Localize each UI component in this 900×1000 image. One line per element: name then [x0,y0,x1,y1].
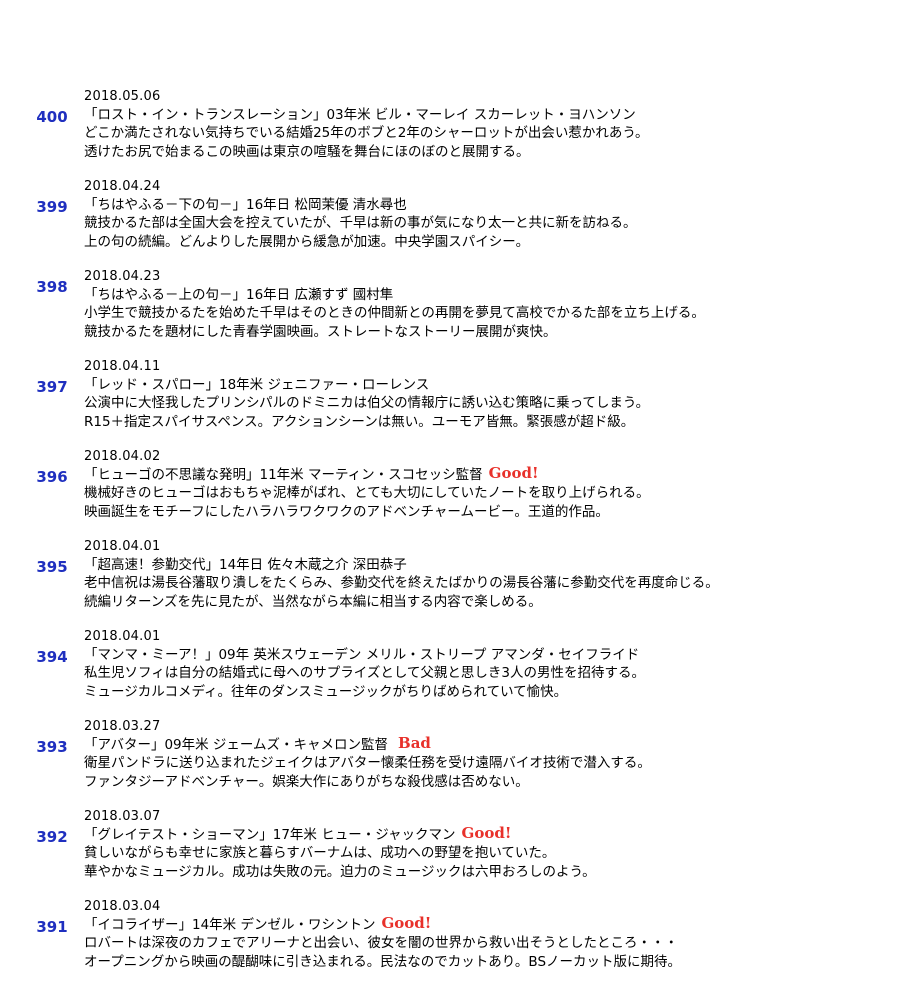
entry-title-line: 「アバター」09年米 ジェームズ・キャメロン監督 Bad [84,734,431,754]
entry-date: 2018.04.02 [84,449,161,464]
entry-number: 399 [36,198,68,216]
entry-title: 「イコライザー」14年米 デンゼル・ワシントン [84,917,376,933]
entry-title: 「マンマ・ミーア！」09年 英米スウェーデン メリル・ストリープ アマンダ・セイ… [84,647,640,663]
review-entry-394: 394 2018.04.01 「マンマ・ミーア！」09年 英米スウェーデン メリ… [0,622,900,700]
entry-synopsis: ロバートは深夜のカフェでアリーナと出会い、彼女を闇の世界から救い出そうとしたとこ… [84,935,678,951]
entry-synopsis: どこか満たされない気持ちでいる結婚25年のボブと2年のシャーロットが出会い惹かれ… [84,125,649,141]
review-entry-400: 400 2018.05.06 「ロスト・イン・トランスレーション」03年米 ビル… [0,82,900,160]
entry-title: 「ちはやふる－上の句－」16年日 広瀬すず 國村隼 [84,287,394,303]
entry-comment: ミュージカルコメディ。往年のダンスミュージックがちりばめられていて愉快。 [84,684,568,700]
entry-title-line: 「ロスト・イン・トランスレーション」03年米 ビル・マーレイ スカーレット・ヨハ… [84,105,642,124]
entry-title-line: 「ちはやふる－上の句－」16年日 広瀬すず 國村隼 [84,285,399,304]
entry-comment: R15＋指定スパイサスペンス。アクションシーンは無い。ユーモア皆無。緊張感が超ド… [84,414,635,430]
entry-comment: 透けたお尻で始まるこの映画は東京の喧騒を舞台にほのぼのと展開する。 [84,144,530,160]
entry-number: 392 [36,828,68,846]
entry-rating: Good! [461,824,512,842]
entry-comment: 上の句の続編。どんよりした展開から緩急が加速。中央学園スパイシー。 [84,234,530,250]
entry-title: 「レッド・スパロー」18年米 ジェニファー・ローレンス [84,377,430,393]
entry-title: 「ちはやふる－下の句－」16年日 松岡茉優 清水尋也 [84,197,407,213]
entry-number: 394 [36,648,68,666]
review-entry-395: 395 2018.04.01 「超高速！参勤交代」14年日 佐々木蔵之介 深田恭… [0,532,900,610]
entry-comment: 競技かるたを題材にした青春学園映画。ストレートなストーリー展開が爽快。 [84,324,557,340]
entry-number: 395 [36,558,68,576]
entry-date: 2018.04.24 [84,179,161,194]
entry-number: 398 [36,278,68,296]
entry-number: 391 [36,918,68,936]
entry-rating: Good! [488,464,539,482]
entry-synopsis: 公演中に大怪我したプリンシパルのドミニカは伯父の情報庁に誘い込む策略に乗ってしま… [84,395,650,411]
entry-title: 「ロスト・イン・トランスレーション」03年米 ビル・マーレイ スカーレット・ヨハ… [84,107,636,123]
entry-number: 396 [36,468,68,486]
entry-synopsis: 老中信祝は湯長谷藩取り潰しをたくらみ、参勤交代を終えたばかりの湯長谷藩に参勤交代… [84,575,719,591]
review-entry-393: 393 2018.03.27 「アバター」09年米 ジェームズ・キャメロン監督 B… [0,712,900,790]
entry-number: 397 [36,378,68,396]
entry-synopsis: 小学生で競技かるたを始めた千早はそのときの仲間新との再開を夢見て高校でかるた部を… [84,305,705,321]
entry-title-line: 「ちはやふる－下の句－」16年日 松岡茉優 清水尋也 [84,195,413,214]
entry-title: 「超高速！参勤交代」14年日 佐々木蔵之介 深田恭子 [84,557,407,573]
entry-rating: Good! [381,914,432,932]
review-entry-398: 398 2018.04.23 「ちはやふる－上の句－」16年日 広瀬すず 國村隼… [0,262,900,340]
entry-synopsis: 貧しいながらも幸せに家族と暮らすバーナムは、成功への野望を抱いていた。 [84,845,556,861]
review-entry-392: 392 2018.03.07 「グレイテスト・ショーマン」17年米 ヒュー・ジャ… [0,802,900,880]
entry-date: 2018.04.01 [84,539,161,554]
entry-comment: オープニングから映画の醍醐味に引き込まれる。民法なのでカットあり。BSノーカット… [84,954,682,970]
entry-comment: 映画誕生をモチーフにしたハラハラワクワクのアドベンチャームービー。王道的作品。 [84,504,609,520]
entry-title-line: 「グレイテスト・ショーマン」17年米 ヒュー・ジャックマン Good! [84,824,512,844]
entry-title-line: 「レッド・スパロー」18年米 ジェニファー・ローレンス [84,375,435,394]
entry-title: 「ヒューゴの不思議な発明」11年米 マーティン・スコセッシ監督 [84,467,483,483]
entry-rating: Bad [398,734,431,752]
entry-title-line: 「ヒューゴの不思議な発明」11年米 マーティン・スコセッシ監督 Good! [84,464,539,484]
entry-title: 「グレイテスト・ショーマン」17年米 ヒュー・ジャックマン [84,827,456,843]
entry-title-line: 「イコライザー」14年米 デンゼル・ワシントン Good! [84,914,432,934]
entry-title: 「アバター」09年米 ジェームズ・キャメロン監督 [84,737,389,753]
entry-synopsis: 衛星パンドラに送り込まれたジェイクはアバター懐柔任務を受け遠隔バイオ技術で潜入す… [84,755,651,771]
entry-date: 2018.04.01 [84,629,161,644]
review-entry-397: 397 2018.04.11 「レッド・スパロー」18年米 ジェニファー・ローレ… [0,352,900,430]
entry-date: 2018.03.07 [84,809,161,824]
entry-comment: 続編リターンズを先に見たが、当然ながら本編に相当する内容で楽しめる。 [84,594,542,610]
entry-title-line: 「マンマ・ミーア！」09年 英米スウェーデン メリル・ストリープ アマンダ・セイ… [84,645,645,664]
entry-number: 400 [36,108,68,126]
entry-number: 393 [36,738,68,756]
entry-comment: 華やかなミュージカル。成功は失敗の元。迫力のミュージックは六甲おろしのよう。 [84,864,596,880]
review-entry-396: 396 2018.04.02 「ヒューゴの不思議な発明」11年米 マーティン・ス… [0,442,900,520]
review-entry-391: 391 2018.03.04 「イコライザー」14年米 デンゼル・ワシントン Go… [0,892,900,970]
entry-date: 2018.03.04 [84,899,161,914]
entry-date: 2018.05.06 [84,89,161,104]
review-entry-399: 399 2018.04.24 「ちはやふる－下の句－」16年日 松岡茉優 清水尋… [0,172,900,250]
entry-date: 2018.04.11 [84,359,161,374]
entry-synopsis: 私生児ソフィは自分の結婚式に母へのサプライズとして父親と思しき3人の男性を招待す… [84,665,646,681]
entry-title-line: 「超高速！参勤交代」14年日 佐々木蔵之介 深田恭子 [84,555,413,574]
entry-comment: ファンタジーアドベンチャー。娯楽大作にありがちな殺伐感は否めない。 [84,774,529,790]
entry-synopsis: 機械好きのヒューゴはおもちゃ泥棒がばれ、とても大切にしていたノートを取り上げられ… [84,485,650,501]
entry-date: 2018.04.23 [84,269,161,284]
entry-synopsis: 競技かるた部は全国大会を控えていたが、千早は新の事が気になり太一と共に新を訪ねる… [84,215,637,231]
entry-date: 2018.03.27 [84,719,161,734]
